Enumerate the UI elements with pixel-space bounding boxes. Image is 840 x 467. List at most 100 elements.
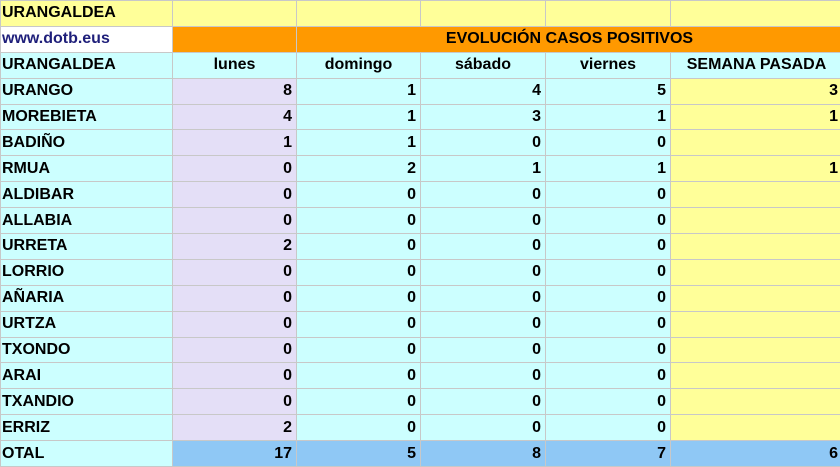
row-label: MOREBIETA — [0, 103, 173, 131]
data-row: RMUA 0 2 1 1 1 — [0, 155, 840, 183]
cell: 0 — [545, 362, 671, 390]
cell — [670, 129, 840, 157]
row-label: BADIÑO — [0, 129, 173, 157]
cell: 0 — [420, 258, 546, 286]
cell: 1 — [296, 77, 421, 105]
cell — [670, 207, 840, 235]
column-header: sábado — [420, 51, 546, 79]
cell: 0 — [296, 258, 421, 286]
data-row: BADIÑO 1 1 0 0 — [0, 129, 840, 157]
column-header: URANGALDEA — [0, 51, 173, 79]
cell: 1 — [296, 129, 421, 157]
cell — [670, 414, 840, 442]
link[interactable]: www.dotb.eus — [0, 25, 173, 53]
cell: 0 — [172, 207, 297, 235]
row-label: TXONDO — [0, 336, 173, 364]
cell — [670, 181, 840, 209]
column-header: SEMANA PASADA — [670, 51, 840, 79]
cell: 0 — [296, 233, 421, 260]
total-label: OTAL — [0, 440, 173, 467]
cell: 0 — [545, 284, 671, 312]
cell: 0 — [420, 362, 546, 390]
row-label: ALDIBAR — [0, 181, 173, 209]
cell: 1 — [545, 103, 671, 131]
cell: 0 — [172, 362, 297, 390]
cell: 0 — [420, 129, 546, 157]
data-row: TXONDO 0 0 0 0 — [0, 336, 840, 364]
row-label: URTZA — [0, 310, 173, 338]
cell: 0 — [545, 310, 671, 338]
row-label: TXANDIO — [0, 388, 173, 416]
cell: 0 — [420, 388, 546, 416]
cell: 1 — [172, 129, 297, 157]
banner-row: www.dotb.eus EVOLUCIÓN CASOS POSITIVOS — [0, 25, 840, 53]
total-cell: 17 — [172, 440, 297, 467]
cell: 0 — [296, 181, 421, 209]
cell: 0 — [296, 362, 421, 390]
cell: 0 — [172, 310, 297, 338]
cell: 3 — [670, 77, 840, 105]
cell: 0 — [172, 284, 297, 312]
cell: 1 — [670, 155, 840, 183]
cell: 0 — [420, 181, 546, 209]
cell: 0 — [296, 336, 421, 364]
cell: 4 — [172, 103, 297, 131]
cell: 0 — [545, 336, 671, 364]
cell: 0 — [545, 258, 671, 286]
row-label: RMUA — [0, 155, 173, 183]
cell: 0 — [296, 388, 421, 416]
data-row: ALDIBAR 0 0 0 0 — [0, 181, 840, 209]
cell — [670, 233, 840, 260]
cell: 3 — [420, 103, 546, 131]
total-row: OTAL 17 5 8 7 6 — [0, 440, 840, 467]
cell: 1 — [296, 103, 421, 131]
title-cell: URANGALDEA — [0, 0, 173, 27]
cell — [670, 284, 840, 312]
cell: 1 — [545, 155, 671, 183]
data-row: TXANDIO 0 0 0 0 — [0, 388, 840, 416]
cell: 8 — [172, 77, 297, 105]
cell — [545, 0, 671, 27]
cell — [670, 336, 840, 364]
row-label: ARAI — [0, 362, 173, 390]
cell: 0 — [420, 310, 546, 338]
cell: 0 — [545, 181, 671, 209]
total-cell: 7 — [545, 440, 671, 467]
row-label: URRETA — [0, 233, 173, 260]
cell: 0 — [545, 414, 671, 442]
column-header: lunes — [172, 51, 297, 79]
cell: 0 — [172, 155, 297, 183]
cell — [172, 0, 297, 27]
row-label: URANGO — [0, 77, 173, 105]
cell: 1 — [420, 155, 546, 183]
data-row: ALLABIA 0 0 0 0 — [0, 207, 840, 235]
row-label: ERRIZ — [0, 414, 173, 442]
cell — [420, 0, 546, 27]
cell: 0 — [420, 284, 546, 312]
cell — [670, 310, 840, 338]
cell: 0 — [172, 181, 297, 209]
cell: 0 — [172, 336, 297, 364]
cell: 2 — [172, 414, 297, 442]
column-header: viernes — [545, 51, 671, 79]
data-row: AÑARIA 0 0 0 0 — [0, 284, 840, 312]
cell: 0 — [296, 414, 421, 442]
cell: 0 — [420, 207, 546, 235]
header-row: URANGALDEA lunes domingo sábado viernes SEMAN… — [0, 51, 840, 79]
cell: 0 — [172, 388, 297, 416]
total-cell: 5 — [296, 440, 421, 467]
cell: 0 — [296, 207, 421, 235]
banner: EVOLUCIÓN CASOS POSITIVOS — [296, 25, 840, 53]
total-cell: 6 — [670, 440, 840, 467]
cell — [172, 25, 297, 53]
row-label: ALLABIA — [0, 207, 173, 235]
cell: 0 — [296, 284, 421, 312]
cell: 0 — [420, 336, 546, 364]
data-row: URRETA 2 0 0 0 — [0, 233, 840, 260]
data-row: ARAI 0 0 0 0 — [0, 362, 840, 390]
column-header: domingo — [296, 51, 421, 79]
data-row: URANGO 8 1 4 5 3 — [0, 77, 840, 105]
data-row: URTZA 0 0 0 0 — [0, 310, 840, 338]
cell — [670, 0, 840, 27]
